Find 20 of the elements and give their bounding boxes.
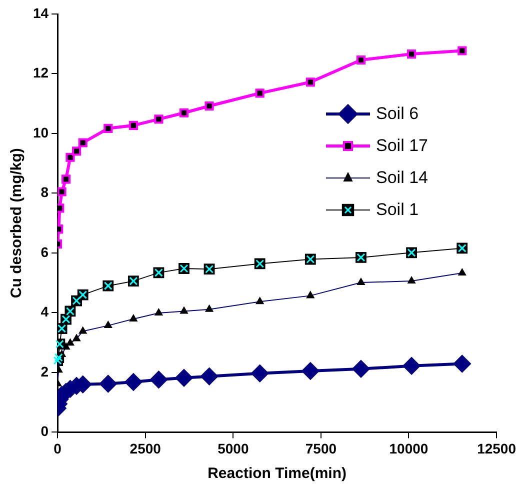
legend-label: Soil 14 xyxy=(376,168,428,188)
legend-label: Soil 6 xyxy=(376,104,419,124)
x-tick-label: 10000 xyxy=(389,440,428,456)
y-tick-label: 4 xyxy=(40,304,49,320)
y-tick-label: 2 xyxy=(40,363,49,380)
x-tick-label: 5000 xyxy=(218,440,249,456)
x-tick-label: 7500 xyxy=(305,440,337,456)
x-tick-label: 0 xyxy=(54,440,62,456)
y-axis-title: Cu desorbed (mg/kg) xyxy=(8,148,26,298)
y-tick-label: 10 xyxy=(32,124,49,140)
y-tick-label: 8 xyxy=(40,184,49,200)
y-tick-label: 0 xyxy=(40,423,49,440)
y-tick-label: 12 xyxy=(32,64,49,81)
y-tick-label: 6 xyxy=(40,244,49,260)
legend-label: Soil 17 xyxy=(376,136,428,156)
x-tick-label: 2500 xyxy=(130,440,162,456)
x-tick-label: 12500 xyxy=(477,440,516,456)
legend-label: Soil 1 xyxy=(376,200,419,220)
x-axis-title: Reaction Time(min) xyxy=(208,465,347,482)
y-tick-label: 14 xyxy=(32,4,49,21)
